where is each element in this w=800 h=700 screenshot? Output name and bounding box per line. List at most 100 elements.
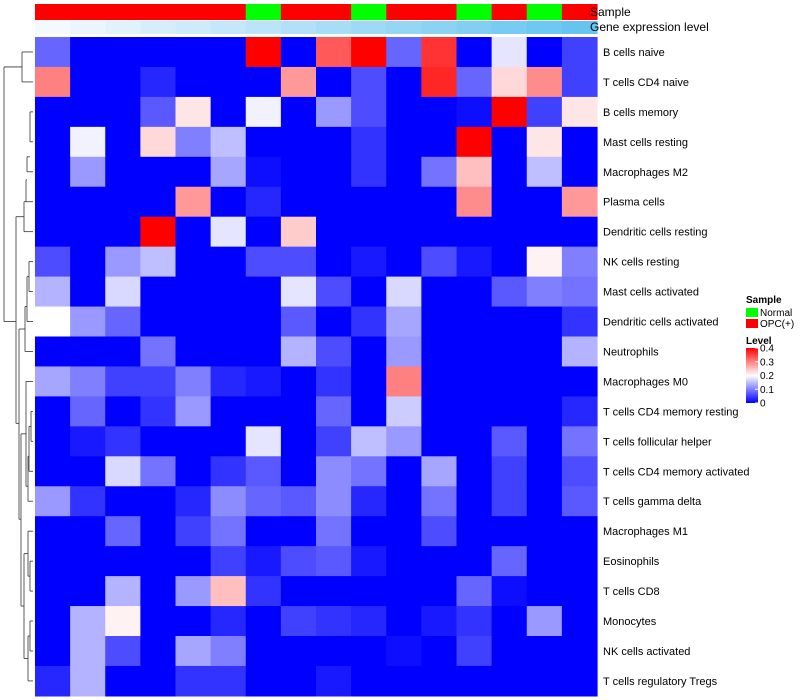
heatmap-cell [386,336,422,368]
heatmap-cell [491,336,528,368]
heatmap-cell [386,665,422,697]
heatmap-cell [491,96,528,128]
row-label: T cells follicular helper [603,436,712,448]
heatmap-cell [105,96,141,128]
heatmap-cell [386,306,422,338]
heatmap-cell [386,186,422,218]
heatmap-cell [105,606,141,637]
heatmap-cell [561,216,598,248]
heatmap-cell [175,396,212,427]
heatmap-cell [491,426,528,457]
heatmap-cell [456,186,493,218]
heatmap-cell [421,156,458,188]
heatmap-cell [456,665,493,697]
heatmap-cell [175,366,212,397]
heatmap-cell [70,606,106,637]
heatmap-cell [491,37,528,68]
heatmap-cell [386,366,422,397]
row-label: T cells CD4 naive [603,77,689,89]
heatmap-cell [105,516,141,547]
heatmap-cell [351,396,387,427]
heatmap-cell [70,126,106,158]
heatmap-cell [105,216,141,248]
sample-track-label: Sample [590,5,631,19]
heatmap-cell [456,606,493,637]
heatmap-cell [280,486,317,517]
heatmap-cell [245,426,282,457]
gene-expression-cell [421,21,458,34]
heatmap-cell [140,186,177,218]
heatmap-cell [421,306,458,338]
gene-expression-track-label: Gene expression level [590,20,709,34]
heatmap-cell [105,276,141,308]
heatmap-cell [35,216,71,248]
sample-cell [245,4,282,20]
heatmap-cell [175,276,212,308]
heatmap-cell [245,186,282,218]
heatmap-cell [421,576,458,607]
heatmap-cell [245,456,282,487]
heatmap-cell [386,156,422,188]
heatmap-cell [351,576,387,607]
heatmap-cell [70,306,106,338]
heatmap-cell [526,336,563,368]
heatmap-cell [351,546,387,577]
heatmap-cell [35,276,71,308]
heatmap-cell [491,456,528,487]
heatmap-cell [386,396,422,427]
row-label: Monocytes [603,616,657,628]
heatmap-cell [526,96,563,128]
heatmap-cell [421,126,458,158]
gene-expression-cell [175,21,212,34]
heatmap-cell [561,636,598,667]
heatmap-cell [491,606,528,637]
row-label: T cells CD4 memory resting [603,406,739,418]
heatmap-cell [70,366,106,397]
heatmap-cell [386,576,422,607]
heatmap-cell [386,456,422,487]
heatmap-cell [526,306,563,338]
heatmap-cell [386,37,422,68]
heatmap-cell [245,516,282,547]
heatmap-cell [175,576,212,607]
heatmap-cells [35,37,598,697]
heatmap-cell [35,576,71,607]
gene-expression-cell [386,21,422,34]
heatmap-cell [280,216,317,248]
heatmap-cell [526,636,563,667]
heatmap-cell [70,576,106,607]
gene-expression-cell [280,21,317,34]
heatmap-cell [561,126,598,158]
heatmap-cell [491,306,528,338]
heatmap-cell [491,576,528,607]
heatmap-cell [526,486,563,517]
row-dendrogram [3,51,33,682]
heatmap-cell [491,546,528,577]
heatmap-cell [175,456,212,487]
row-labels: B cells naive T cells CD4 naive B cells me… [603,47,750,688]
row-label: B cells naive [603,47,665,59]
heatmap-cell [210,336,247,368]
row-label: Plasma cells [603,197,665,209]
heatmap-cell [105,576,141,607]
heatmap-cell [316,366,352,397]
heatmap-cell [245,306,282,338]
heatmap-cell [491,486,528,517]
heatmap-cell [280,456,317,487]
sample-cell [175,4,212,20]
heatmap-cell [421,636,458,667]
heatmap-cell [526,186,563,218]
heatmap-cell [456,396,493,427]
heatmap-cell [70,516,106,547]
heatmap-cell [210,516,247,547]
heatmap-cell [351,486,387,517]
heatmap-cell [421,665,458,697]
heatmap-cell [35,665,71,697]
heatmap-cell [421,216,458,248]
heatmap-cell [140,306,177,338]
heatmap-cell [210,37,247,68]
gene-expression-cell [140,21,177,34]
heatmap-cell [35,37,71,68]
heatmap-cell [526,216,563,248]
heatmap-cell [421,336,458,368]
